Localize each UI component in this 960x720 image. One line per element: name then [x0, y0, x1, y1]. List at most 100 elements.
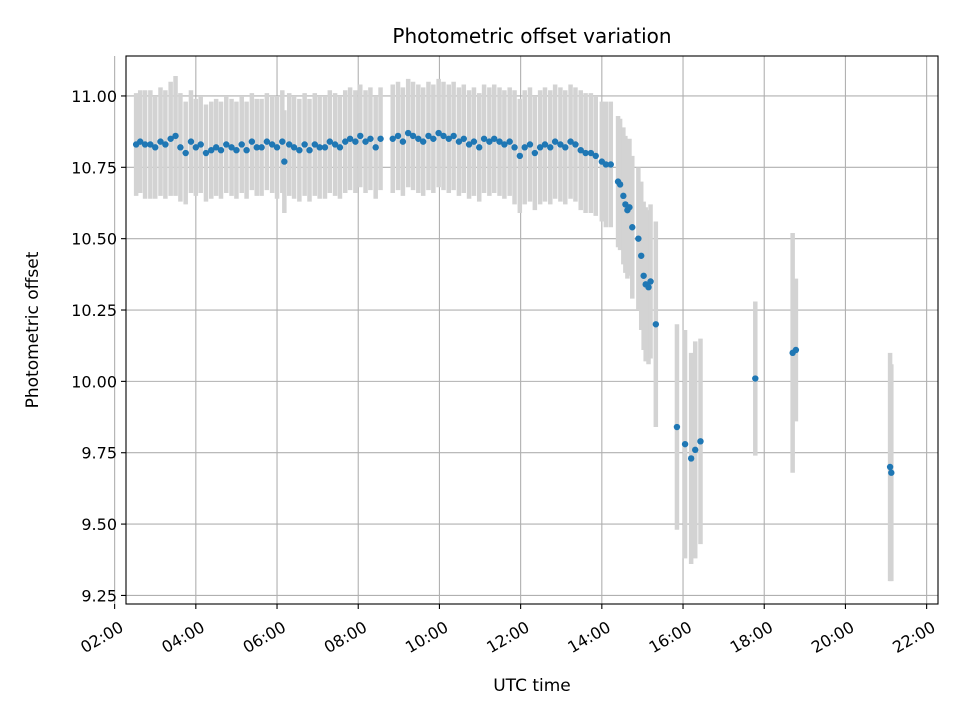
x-axis-title: UTC time [493, 676, 571, 696]
data-point [177, 144, 184, 151]
y-tick-label: 9.25 [81, 586, 117, 605]
data-point [460, 135, 467, 142]
data-point [626, 204, 633, 211]
data-point [521, 144, 528, 151]
data-point [296, 146, 303, 154]
data-point [602, 161, 610, 168]
data-point [182, 149, 189, 157]
data-point [399, 138, 407, 145]
data-point [202, 149, 210, 157]
data-point [172, 132, 179, 140]
data-point [141, 141, 149, 148]
data-point [572, 141, 579, 148]
data-point [792, 346, 800, 354]
data-point [331, 141, 339, 148]
data-point [647, 278, 654, 285]
data-point [486, 138, 493, 145]
data-point [248, 138, 256, 145]
data-point [243, 146, 250, 154]
data-point [258, 144, 265, 151]
data-point [491, 135, 498, 142]
data-point [752, 375, 759, 382]
data-point [273, 144, 281, 151]
data-point [592, 152, 599, 160]
data-point [445, 135, 452, 142]
data-point [316, 144, 323, 151]
chart-title: Photometric offset variation [392, 24, 671, 48]
data-point [389, 135, 396, 142]
data-point [582, 149, 589, 157]
data-point [228, 144, 235, 151]
data-point [342, 138, 349, 145]
data-point [372, 144, 379, 151]
data-point [888, 469, 895, 476]
data-point [567, 138, 574, 145]
data-point [311, 141, 318, 148]
data-point [886, 463, 894, 471]
data-point [511, 144, 518, 151]
data-point [162, 141, 169, 148]
data-point [152, 144, 159, 151]
data-point [526, 141, 534, 148]
y-tick-label: 10.25 [71, 301, 117, 320]
data-point [506, 138, 513, 145]
data-point [635, 235, 642, 242]
data-point [681, 440, 689, 448]
data-point [455, 138, 463, 145]
data-point [476, 144, 483, 151]
data-point [629, 224, 636, 231]
data-point [536, 144, 544, 151]
data-point [268, 141, 276, 148]
data-point [167, 135, 174, 142]
data-point [137, 138, 144, 145]
data-point [645, 283, 652, 291]
data-point [192, 144, 200, 151]
data-point [577, 146, 584, 154]
data-point [692, 446, 699, 454]
data-point [290, 144, 298, 151]
data-point [233, 146, 240, 154]
data-point [362, 138, 369, 145]
data-point [208, 146, 215, 154]
data-point [279, 138, 286, 145]
data-point [652, 321, 660, 328]
y-tick-label: 11.00 [71, 87, 117, 106]
data-point [435, 129, 442, 137]
data-point [640, 272, 647, 279]
data-point [263, 138, 271, 145]
data-point [187, 138, 195, 145]
data-point [638, 252, 645, 259]
data-point [531, 149, 539, 157]
data-point [326, 138, 334, 145]
data-point [587, 149, 595, 157]
data-point [217, 146, 225, 154]
data-point [697, 438, 704, 445]
y-tick-label: 10.50 [71, 230, 117, 249]
data-point [286, 141, 293, 148]
data-point [557, 141, 564, 148]
data-point [470, 138, 478, 145]
data-point [336, 144, 344, 151]
data-point [352, 138, 359, 145]
y-axis-title: Photometric offset [23, 251, 43, 408]
data-point [687, 455, 695, 462]
data-point [562, 144, 569, 151]
data-point [409, 132, 417, 140]
y-tick-label: 10.75 [71, 158, 117, 177]
y-tick-label: 10.00 [71, 372, 117, 391]
data-point [147, 141, 154, 148]
data-point [157, 138, 164, 145]
data-point [673, 423, 681, 431]
y-tick-label: 9.75 [81, 444, 117, 463]
data-point [404, 129, 412, 137]
data-point [394, 132, 402, 140]
data-point [281, 158, 288, 165]
data-point [238, 141, 245, 148]
data-point [480, 135, 488, 142]
data-point [367, 135, 374, 142]
data-point [346, 135, 354, 142]
data-point [430, 135, 437, 142]
point-layer [132, 129, 895, 476]
data-point [212, 144, 220, 151]
data-point [547, 144, 554, 151]
